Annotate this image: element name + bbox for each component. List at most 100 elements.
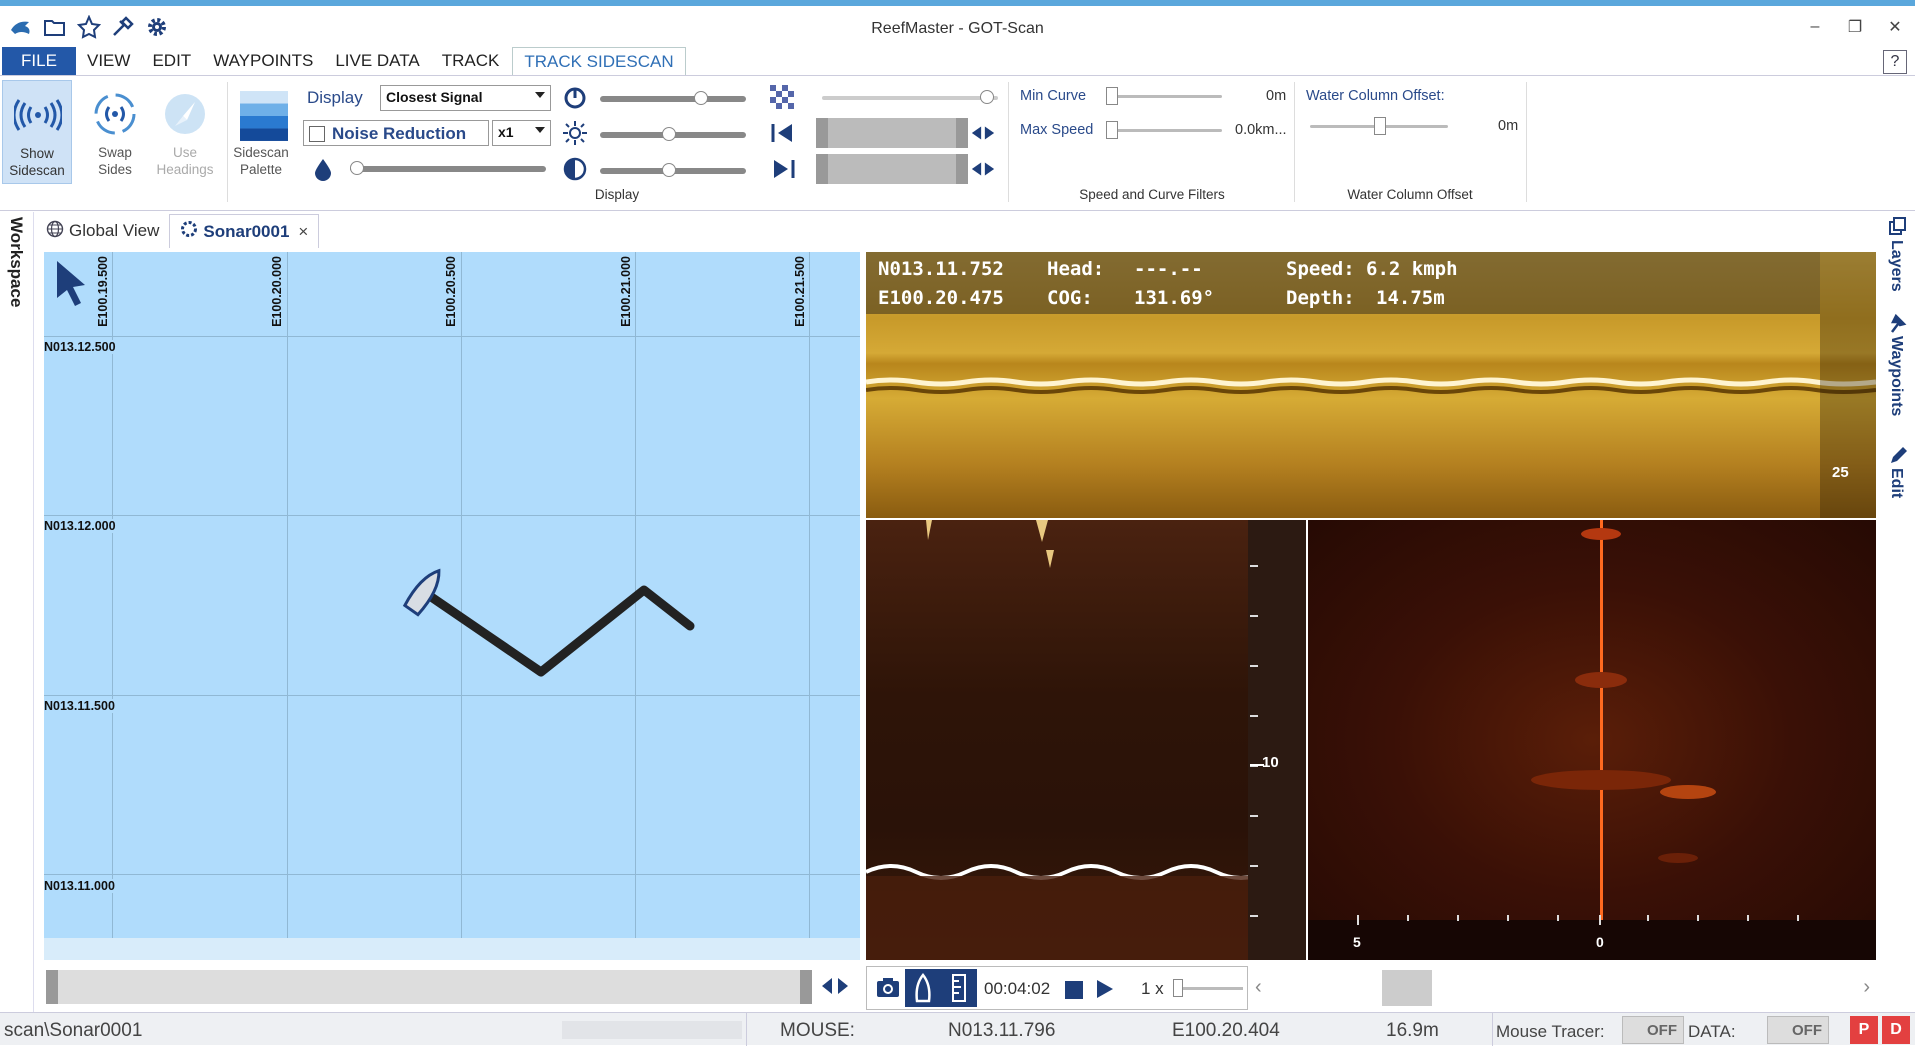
depth-value: 14.75m bbox=[1376, 287, 1445, 309]
scroll-right-arrow[interactable]: › bbox=[1863, 976, 1870, 998]
depth-scale-label: 10 bbox=[1262, 754, 1279, 771]
globe-icon bbox=[46, 220, 64, 243]
min-curve-value: 0m bbox=[1266, 88, 1287, 104]
tab-global-view-label: Global View bbox=[69, 221, 160, 240]
min-curve-slider[interactable] bbox=[1106, 87, 1222, 105]
camera-icon[interactable] bbox=[875, 975, 901, 1004]
water-slider-thumb[interactable] bbox=[350, 161, 364, 175]
waypoints-tab[interactable]: Waypoints bbox=[1888, 336, 1905, 417]
water-offset-thumb[interactable] bbox=[1374, 117, 1386, 135]
downscan-depth-tick: 25 bbox=[1832, 464, 1849, 481]
lat-label: N013.11.000 bbox=[44, 879, 115, 893]
play-icon[interactable] bbox=[1095, 978, 1115, 1005]
p-indicator[interactable]: P bbox=[1850, 1016, 1878, 1044]
data-toggle[interactable]: OFF bbox=[1767, 1016, 1829, 1044]
info-lat: N013.11.752 bbox=[878, 258, 1004, 280]
sidescan-palette-button[interactable]: Sidescan Palette bbox=[230, 80, 292, 184]
mouse-lat: N013.11.796 bbox=[948, 1020, 1056, 1041]
brightness-slider-thumb[interactable] bbox=[662, 127, 676, 141]
track-line[interactable] bbox=[44, 252, 860, 960]
water-slider[interactable] bbox=[350, 161, 546, 175]
contrast-slider[interactable] bbox=[600, 163, 746, 177]
min-curve-thumb[interactable] bbox=[1106, 87, 1118, 105]
menu-file[interactable]: FILE bbox=[2, 47, 76, 75]
settings-gear-icon[interactable] bbox=[144, 14, 170, 40]
use-headings-button[interactable]: Use Headings bbox=[150, 80, 220, 184]
edit-pencil-icon[interactable] bbox=[1888, 444, 1908, 471]
display-select-value: Closest Signal bbox=[386, 89, 483, 105]
trim-right-icon[interactable] bbox=[770, 156, 796, 182]
max-speed-slider[interactable] bbox=[1106, 121, 1222, 139]
downscan-view[interactable]: N013.11.752 E100.20.475 Head: ---.-- COG… bbox=[866, 252, 1876, 518]
edit-tab[interactable]: Edit bbox=[1888, 468, 1905, 499]
map-expand-icon[interactable] bbox=[820, 974, 850, 1003]
stop-icon[interactable] bbox=[1065, 981, 1083, 999]
menu-track-sidescan[interactable]: TRACK SIDESCAN bbox=[512, 47, 686, 75]
sidescan-right-view[interactable]: 5 0 bbox=[1308, 520, 1876, 960]
multiplier-select[interactable]: x1 bbox=[492, 120, 551, 146]
menu-live-data[interactable]: LIVE DATA bbox=[335, 51, 420, 70]
brightness-slider[interactable] bbox=[600, 127, 746, 141]
sidescan-scale-left: 5 bbox=[1353, 934, 1361, 950]
show-sidescan-button[interactable]: Show Sidescan bbox=[2, 80, 72, 184]
menu-waypoints[interactable]: WAYPOINTS bbox=[213, 51, 314, 70]
playback-time: 00:04:02 bbox=[984, 979, 1051, 998]
trim-left-icon[interactable] bbox=[770, 120, 796, 146]
transparency-slider[interactable] bbox=[822, 90, 998, 104]
expand-right-icon[interactable] bbox=[970, 156, 996, 182]
waypoints-pin-icon[interactable] bbox=[1888, 312, 1908, 339]
view-mode-toggle[interactable] bbox=[905, 969, 977, 1007]
expand-left-icon[interactable] bbox=[970, 120, 996, 146]
swap-sides-button[interactable]: Swap Sides bbox=[80, 80, 150, 184]
workspace-label[interactable]: Workspace bbox=[7, 217, 26, 308]
favorites-star-icon[interactable] bbox=[76, 14, 102, 40]
playback-controls: 00:04:02 1 x bbox=[866, 966, 1248, 1010]
menu-edit[interactable]: EDIT bbox=[152, 51, 192, 70]
contrast-slider-thumb[interactable] bbox=[662, 163, 676, 177]
title-bar: ReefMaster - GOT-Scan – ❐ ✕ bbox=[0, 0, 1915, 48]
playback-speed-slider[interactable] bbox=[1173, 979, 1243, 997]
noise-reduction-check[interactable] bbox=[309, 126, 325, 142]
gain-slider[interactable] bbox=[600, 91, 746, 105]
display-label: Display bbox=[307, 88, 363, 107]
pointer-cursor-icon[interactable] bbox=[54, 258, 90, 315]
gain-slider-thumb[interactable] bbox=[694, 91, 708, 105]
display-group-label: Display bbox=[594, 187, 640, 202]
maximize-button[interactable]: ❐ bbox=[1847, 19, 1863, 36]
minimize-button[interactable]: – bbox=[1810, 18, 1820, 35]
help-button[interactable]: ? bbox=[1883, 50, 1907, 74]
open-folder-icon[interactable] bbox=[42, 14, 68, 40]
noise-reduction-checkbox[interactable]: Noise Reduction bbox=[303, 120, 489, 146]
tab-global-view[interactable]: Global View bbox=[36, 214, 169, 248]
tab-close-icon[interactable]: × bbox=[298, 221, 309, 241]
map-horizontal-scrollbar[interactable] bbox=[46, 970, 812, 1004]
workspace-panel[interactable]: Workspace bbox=[0, 212, 34, 1012]
menu-track[interactable]: TRACK bbox=[441, 51, 500, 70]
compass-icon bbox=[161, 90, 209, 138]
tab-sonar0001[interactable]: Sonar0001 × bbox=[169, 214, 320, 248]
sonar-scrollbar[interactable]: ‹ › bbox=[1250, 968, 1876, 1008]
status-progress bbox=[562, 1021, 742, 1039]
playback-speed-thumb[interactable] bbox=[1173, 979, 1183, 997]
water-group-label: Water Column Offset bbox=[1347, 187, 1473, 202]
head-label: Head: bbox=[1047, 258, 1105, 280]
close-button[interactable]: ✕ bbox=[1888, 19, 1902, 36]
sidescan-left-view[interactable] bbox=[866, 520, 1306, 960]
map-view[interactable]: E100.19.500 E100.20.000 E100.20.500 E100… bbox=[44, 252, 860, 960]
mouse-tracer-toggle[interactable]: OFF bbox=[1622, 1016, 1684, 1044]
cog-value: 131.69° bbox=[1134, 287, 1215, 309]
layers-tab[interactable]: Layers bbox=[1888, 240, 1905, 292]
display-select[interactable]: Closest Signal bbox=[380, 85, 551, 111]
water-offset-slider[interactable] bbox=[1310, 117, 1448, 135]
lat-label: N013.12.500 bbox=[44, 340, 116, 354]
d-indicator[interactable]: D bbox=[1882, 1016, 1910, 1044]
trim-left-range[interactable] bbox=[816, 118, 968, 148]
layers-icon[interactable] bbox=[1888, 216, 1908, 241]
scroll-thumb[interactable] bbox=[1382, 970, 1432, 1006]
trim-right-range[interactable] bbox=[816, 154, 968, 184]
menu-view[interactable]: VIEW bbox=[87, 51, 131, 70]
scroll-left-arrow[interactable]: ‹ bbox=[1255, 976, 1262, 998]
transparency-slider-thumb[interactable] bbox=[980, 90, 994, 104]
tools-icon[interactable] bbox=[110, 14, 136, 40]
max-speed-thumb[interactable] bbox=[1106, 121, 1118, 139]
